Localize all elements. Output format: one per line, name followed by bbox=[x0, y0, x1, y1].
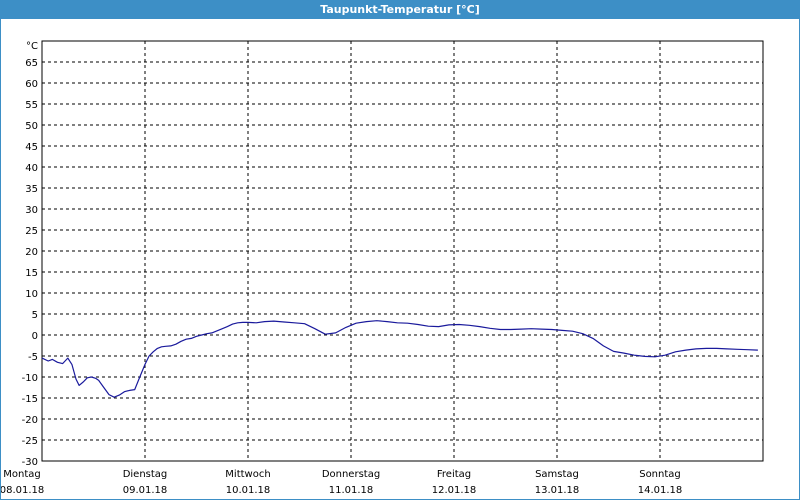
y-tick-label: 35 bbox=[25, 184, 38, 195]
x-tick-date: 14.01.18 bbox=[638, 485, 683, 496]
y-tick-label: 60 bbox=[25, 79, 38, 90]
y-tick-label: 0 bbox=[32, 331, 38, 342]
y-tick-label: 25 bbox=[25, 226, 38, 237]
chart-title: Taupunkt-Temperatur [°C] bbox=[1, 1, 799, 19]
x-tick-weekday: Sonntag bbox=[639, 469, 681, 480]
y-tick-label: 55 bbox=[25, 100, 38, 111]
y-tick-label: 30 bbox=[25, 205, 38, 216]
x-tick-date: 13.01.18 bbox=[535, 485, 580, 496]
y-tick-label: 65 bbox=[25, 58, 38, 69]
y-tick-label: 40 bbox=[25, 163, 38, 174]
series-line bbox=[41, 320, 758, 398]
y-tick-label: 20 bbox=[25, 247, 38, 258]
y-axis-unit: °C bbox=[26, 41, 38, 52]
x-tick-date: 12.01.18 bbox=[432, 485, 477, 496]
y-tick-label: -15 bbox=[22, 394, 38, 405]
y-tick-label: -20 bbox=[22, 415, 38, 426]
x-tick-weekday: Mittwoch bbox=[225, 469, 270, 480]
x-tick-weekday: Freitag bbox=[437, 469, 471, 480]
y-tick-label: 15 bbox=[25, 268, 38, 279]
x-tick-date: 11.01.18 bbox=[329, 485, 374, 496]
x-tick-date: 09.01.18 bbox=[123, 485, 168, 496]
y-tick-label: -10 bbox=[22, 373, 38, 384]
x-tick-date: 08.01.18 bbox=[1, 485, 44, 496]
x-tick-date: 10.01.18 bbox=[226, 485, 271, 496]
x-tick-weekday: Montag bbox=[3, 469, 40, 480]
x-tick-weekday: Samstag bbox=[535, 469, 579, 480]
y-tick-label: 10 bbox=[25, 289, 38, 300]
y-tick-label: 45 bbox=[25, 142, 38, 153]
y-tick-label: -30 bbox=[22, 457, 38, 468]
y-tick-label: 50 bbox=[25, 121, 38, 132]
x-tick-weekday: Donnerstag bbox=[322, 469, 380, 480]
y-tick-label: 5 bbox=[32, 310, 38, 321]
y-tick-label: -25 bbox=[22, 436, 38, 447]
y-tick-label: -5 bbox=[28, 352, 38, 363]
x-tick-weekday: Dienstag bbox=[123, 469, 168, 480]
